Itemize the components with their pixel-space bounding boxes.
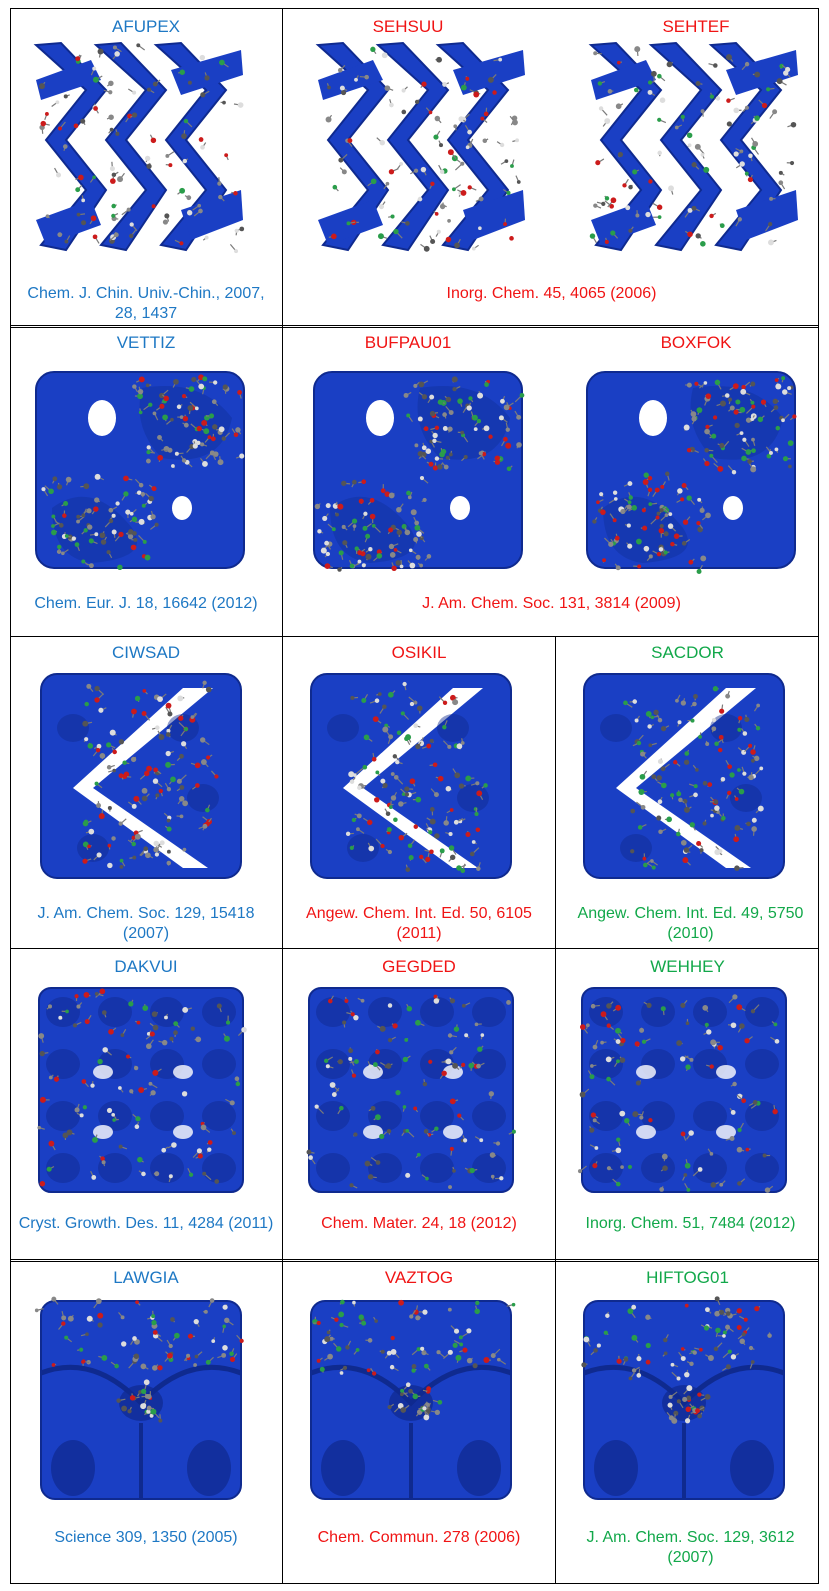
- framework-image-hiftog01: [576, 1293, 792, 1509]
- framework-image-dakvui: [33, 982, 249, 1198]
- framework-image-bufpau01: [310, 358, 526, 574]
- structure-name-osikil: OSIKIL: [391, 643, 447, 662]
- framework-image-osikil: [303, 668, 519, 884]
- framework-surface: [588, 41, 798, 252]
- reference-gegded: Chem. Mater. 24, 18 (2012): [321, 1215, 517, 1232]
- column-divider: [555, 636, 556, 1584]
- reference-ciwsad: J. Am. Chem. Soc. 129, 15418 (2007): [37, 905, 255, 942]
- structure-name-sehtef: SEHTEF: [662, 17, 730, 36]
- framework-surface: [577, 987, 787, 1193]
- reference-hiftog01: J. Am. Chem. Soc. 129, 3612 (2007): [586, 1529, 795, 1566]
- column-divider: [282, 8, 283, 1584]
- structure-name-sehsuu: SEHSUU: [372, 17, 444, 36]
- framework-surface: [34, 1296, 244, 1500]
- structure-name-gegded: GEGDED: [382, 957, 456, 976]
- framework-image-ciwsad: [33, 668, 249, 884]
- framework-image-sehsuu: [313, 40, 529, 256]
- structure-name-bufpau01: BUFPAU01: [364, 333, 452, 352]
- framework-surface: [581, 1296, 785, 1500]
- framework-surface: [586, 371, 797, 574]
- structure-name-wehhey: WEHHEY: [650, 957, 725, 976]
- reference-vettiz: Chem. Eur. J. 18, 16642 (2012): [34, 595, 258, 612]
- framework-image-sehtef: [586, 40, 802, 256]
- row-divider: [10, 636, 819, 637]
- framework-surface: [310, 1299, 516, 1500]
- structure-name-ciwsad: CIWSAD: [112, 643, 180, 662]
- row-divider: [10, 325, 819, 328]
- framework-surface: [37, 987, 247, 1193]
- framework-image-sacdor: [576, 668, 792, 884]
- reference-bufpau01-boxfok: J. Am. Chem. Soc. 131, 3814 (2009): [422, 595, 681, 612]
- row-divider: [10, 1259, 819, 1262]
- framework-image-afupex: [31, 40, 247, 256]
- framework-surface: [310, 673, 512, 879]
- table-border-top: [10, 8, 819, 9]
- framework-image-boxfok: [583, 358, 799, 574]
- reference-afupex: Chem. J. Chin. Univ.-Chin., 2007, 28, 14…: [27, 285, 265, 322]
- structure-name-afupex: AFUPEX: [111, 17, 181, 36]
- table-border-left: [10, 8, 11, 1584]
- reference-vaztog: Chem. Commun. 278 (2006): [317, 1529, 521, 1546]
- structure-name-dakvui: DAKVUI: [114, 957, 178, 976]
- structure-name-vettiz: VETTIZ: [116, 333, 176, 352]
- reference-lawgia: Science 309, 1350 (2005): [54, 1529, 238, 1546]
- table-border-right: [818, 8, 819, 1584]
- reference-wehhey: Inorg. Chem. 51, 7484 (2012): [585, 1215, 796, 1232]
- framework-surface: [315, 41, 525, 252]
- structure-name-lawgia: LAWGIA: [113, 1268, 179, 1287]
- framework-surface: [40, 673, 242, 879]
- row-divider: [10, 948, 819, 949]
- structure-name-hiftog01: HIFTOG01: [646, 1268, 729, 1287]
- reference-osikil: Angew. Chem. Int. Ed. 50, 6105 (2011): [306, 905, 532, 942]
- structure-name-sacdor: SACDOR: [651, 643, 724, 662]
- structure-name-boxfok: BOXFOK: [660, 333, 732, 352]
- reference-dakvui: Cryst. Growth. Des. 11, 4284 (2011): [18, 1215, 274, 1232]
- structure-name-vaztog: VAZTOG: [384, 1268, 454, 1287]
- framework-image-wehhey: [576, 982, 792, 1198]
- reference-sehsuu-sehtef: Inorg. Chem. 45, 4065 (2006): [446, 285, 657, 302]
- table-border-bottom: [10, 1583, 819, 1584]
- framework-surface: [33, 41, 245, 254]
- framework-image-vettiz: [32, 358, 248, 574]
- framework-surface: [313, 371, 525, 572]
- framework-surface: [583, 673, 785, 879]
- framework-image-vaztog: [303, 1293, 519, 1509]
- framework-surface: [35, 371, 245, 571]
- reference-sacdor: Angew. Chem. Int. Ed. 49, 5750 (2010): [577, 905, 804, 942]
- framework-image-gegded: [303, 982, 519, 1198]
- framework-surface: [306, 987, 516, 1193]
- framework-image-lawgia: [33, 1293, 249, 1509]
